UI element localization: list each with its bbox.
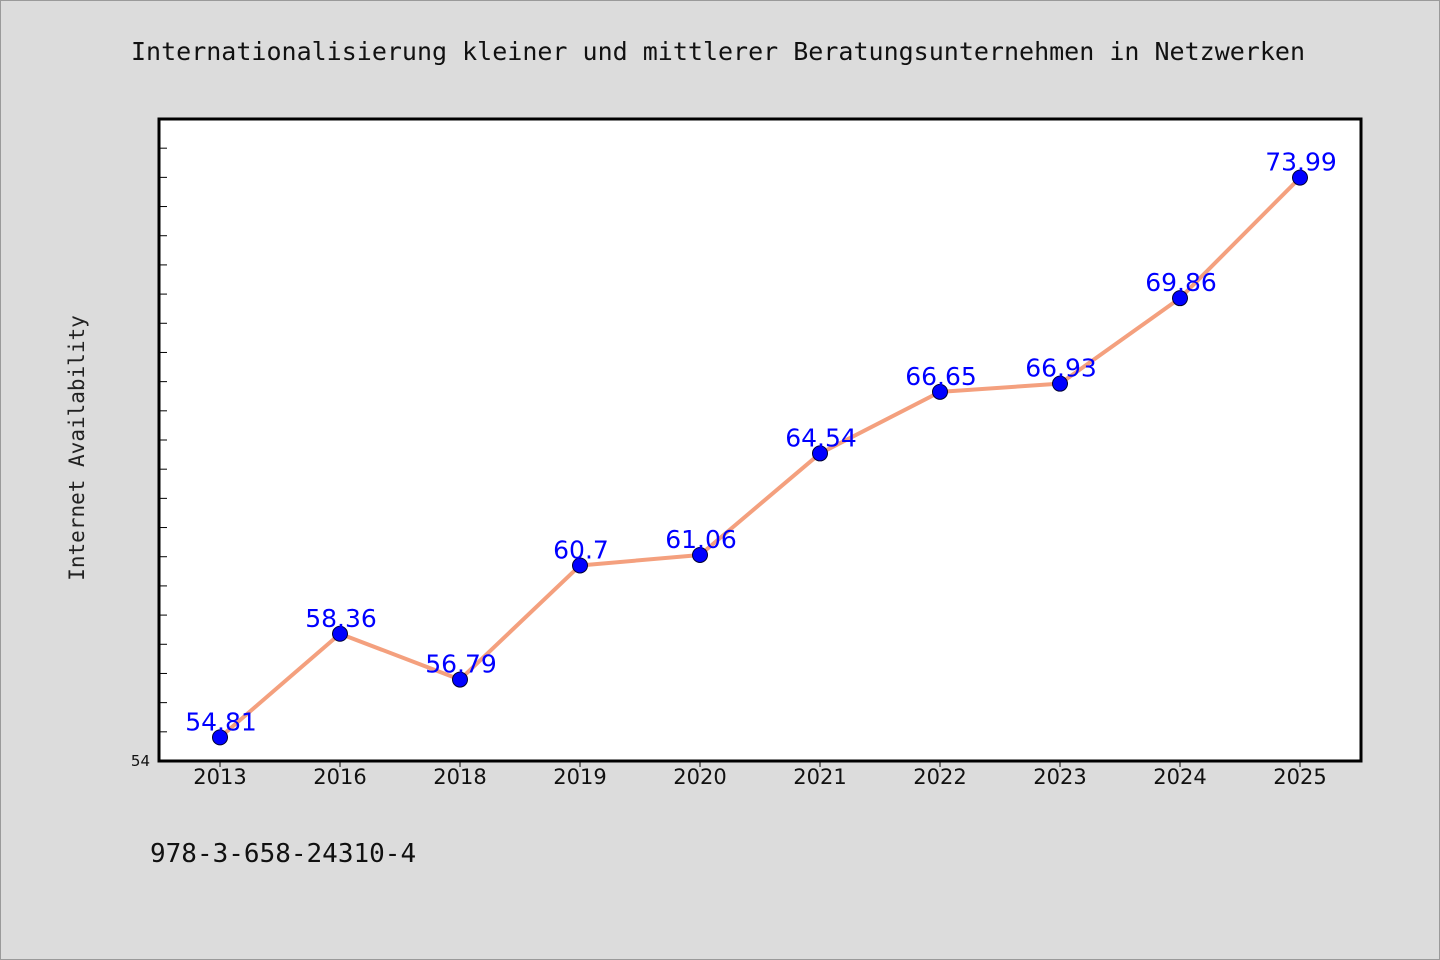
data-point: [452, 671, 468, 688]
x-tick-label: 2018: [433, 765, 486, 789]
chart-title: Internationalisierung kleiner und mittle…: [131, 37, 1305, 66]
isbn-text: 978-3-658-24310-4: [150, 839, 416, 869]
x-tick-label: 2020: [673, 765, 726, 789]
data-label: 66.93: [1025, 354, 1097, 383]
data-label: 66.65: [905, 362, 977, 391]
data-point: [1292, 169, 1308, 186]
data-label: 73.99: [1265, 148, 1337, 177]
series-line: [218, 176, 1302, 739]
data-point: [932, 383, 948, 400]
data-point: [692, 546, 708, 563]
data-point: [212, 729, 228, 746]
x-tick-label: 2025: [1273, 765, 1326, 789]
y-axis-label: Internet Availability: [65, 315, 89, 581]
data-point: [1052, 375, 1068, 392]
plot-area: [157, 117, 1363, 763]
x-tick-label: 2023: [1033, 765, 1086, 789]
data-label: 54.81: [185, 707, 257, 736]
data-label: 69.86: [1145, 268, 1217, 297]
x-tick-label: 2013: [193, 765, 246, 789]
data-label: 56.79: [425, 650, 497, 679]
data-point: [1172, 290, 1188, 307]
data-label: 64.54: [785, 423, 857, 452]
x-tick-label: 2022: [913, 765, 966, 789]
data-point: [812, 445, 828, 462]
x-axis-ticks: 2013 2016 2018 2019 2020 2021 2022 2023 2024 2025: [193, 761, 1327, 789]
series-group: [212, 169, 1308, 746]
y-tick-label: 54: [131, 752, 150, 770]
x-tick-label: 2019: [553, 765, 606, 789]
data-label: 61.06: [665, 525, 737, 554]
data-label: 60.7: [553, 535, 609, 564]
data-label: 58.36: [305, 604, 377, 633]
x-tick-label: 2024: [1153, 765, 1206, 789]
y-axis-ticks: 54: [131, 147, 167, 770]
data-label-group: 54.81 58.36 56.79 60.7 61.06 64.54 66.65 66.93 6…: [185, 148, 1337, 737]
x-tick-label: 2016: [313, 765, 366, 789]
x-tick-label: 2021: [793, 765, 846, 789]
data-point: [332, 625, 348, 642]
data-point: [572, 557, 588, 574]
